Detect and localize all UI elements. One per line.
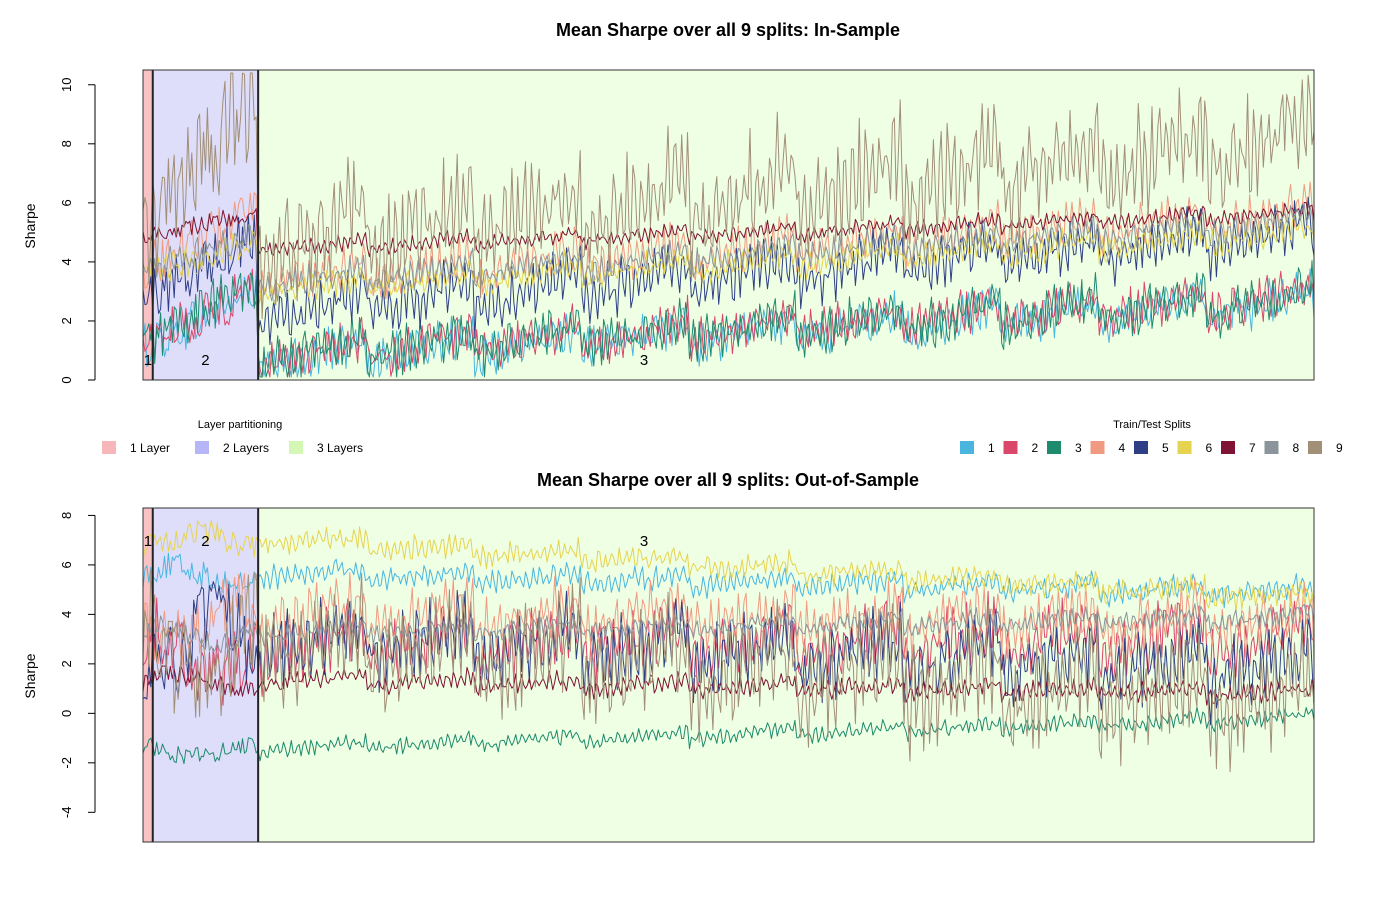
layer-legend-swatch bbox=[195, 441, 209, 454]
y-tick-label: -2 bbox=[59, 757, 74, 769]
split-legend-swatch bbox=[1177, 441, 1192, 454]
layer-legend: Layer partitioning 1 Layer 2 Layers 3 Laye… bbox=[102, 419, 363, 455]
series-line-6 bbox=[142, 520, 1315, 612]
layer-band-label: 2 bbox=[201, 352, 209, 369]
layer-band-label: 1 bbox=[144, 352, 152, 369]
y-tick-label: -4 bbox=[59, 807, 74, 819]
split-legend-label: 9 bbox=[1336, 441, 1343, 455]
layer-legend-label: 1 Layer bbox=[130, 441, 170, 455]
y-tick-label: 10 bbox=[59, 78, 74, 92]
series-line-5 bbox=[142, 581, 1315, 726]
plot-frame bbox=[142, 69, 1315, 381]
split-legend-label: 1 bbox=[988, 441, 995, 455]
layer-legend-label: 3 Layers bbox=[317, 441, 363, 455]
series-line-1 bbox=[142, 552, 1315, 609]
layer-band-2 bbox=[152, 508, 259, 842]
plot-frame bbox=[142, 507, 1315, 843]
split-legend-swatch bbox=[1221, 441, 1235, 454]
series-line-2 bbox=[142, 268, 1315, 378]
y-tick-label: 2 bbox=[59, 317, 74, 324]
split-legend-label: 3 bbox=[1075, 441, 1082, 455]
split-legend-swatch bbox=[1047, 441, 1061, 454]
layer-legend-swatch bbox=[289, 441, 303, 454]
y-tick-label: 0 bbox=[59, 376, 74, 383]
layer-band-label: 3 bbox=[640, 352, 648, 369]
y-tick-label: 8 bbox=[59, 140, 74, 147]
layer-legend-label: 2 Layers bbox=[223, 441, 269, 455]
layer-band-label: 3 bbox=[640, 533, 648, 550]
layer-band-2 bbox=[152, 70, 259, 380]
split-legend-label: 5 bbox=[1162, 441, 1169, 455]
in-sample-y-axis-label: Sharpe bbox=[22, 203, 38, 248]
split-legend-swatch bbox=[1264, 441, 1279, 454]
y-tick-label: 4 bbox=[59, 611, 74, 618]
series-line-3 bbox=[142, 260, 1315, 378]
y-tick-label: 4 bbox=[59, 258, 74, 265]
split-legend-label: 7 bbox=[1249, 441, 1256, 455]
split-legend-label: 4 bbox=[1119, 441, 1126, 455]
split-legend-label: 6 bbox=[1206, 441, 1213, 455]
out-of-sample-panel: Mean Sharpe over all 9 splits: Out-of-Sa… bbox=[22, 470, 1315, 843]
split-legend-label: 8 bbox=[1293, 441, 1300, 455]
split-legend-swatch bbox=[1308, 441, 1322, 454]
split-legend-swatch bbox=[1134, 441, 1148, 454]
series-line-8 bbox=[142, 203, 1315, 302]
series-line-9 bbox=[142, 72, 1315, 320]
split-legend-swatch bbox=[1003, 441, 1018, 454]
out-of-sample-y-axis-label: Sharpe bbox=[22, 653, 38, 698]
series-line-9 bbox=[142, 569, 1315, 773]
out-of-sample-title: Mean Sharpe over all 9 splits: Out-of-Sa… bbox=[537, 470, 919, 490]
layer-legend-swatch bbox=[102, 441, 116, 454]
split-legend-swatch bbox=[960, 441, 974, 454]
split-legend-swatch bbox=[1090, 441, 1105, 454]
y-tick-label: 6 bbox=[59, 199, 74, 206]
series-line-6 bbox=[142, 216, 1315, 311]
series-line-5 bbox=[142, 196, 1315, 346]
in-sample-title: Mean Sharpe over all 9 splits: In-Sample bbox=[556, 20, 900, 40]
split-legend-label: 2 bbox=[1032, 441, 1039, 455]
series-line-3 bbox=[142, 706, 1315, 765]
in-sample-panel: Mean Sharpe over all 9 splits: In-Sample… bbox=[22, 20, 1315, 384]
layer-legend-title: Layer partitioning bbox=[198, 419, 282, 431]
series-line-4 bbox=[142, 572, 1315, 670]
splits-legend-title: Train/Test Splits bbox=[1113, 419, 1191, 431]
y-tick-label: 6 bbox=[59, 561, 74, 568]
y-tick-label: 8 bbox=[59, 512, 74, 519]
y-tick-label: 2 bbox=[59, 660, 74, 667]
splits-legend: Train/Test Splits 1 2 3 4 5 6 7 8 9 bbox=[960, 419, 1343, 455]
layer-band-label: 1 bbox=[144, 533, 152, 550]
y-tick-label: 0 bbox=[59, 710, 74, 717]
layer-band-label: 2 bbox=[201, 533, 209, 550]
